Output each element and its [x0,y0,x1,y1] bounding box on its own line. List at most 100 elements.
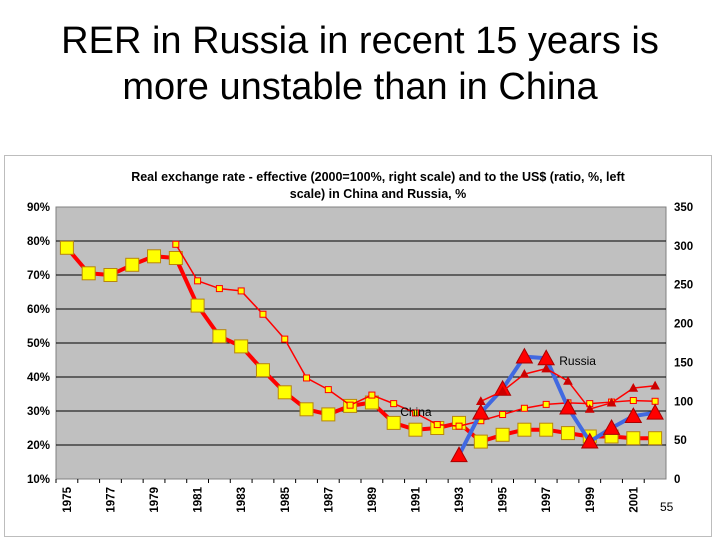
series-layer [59,240,664,463]
right-axis-tick-label: 0 [674,474,680,486]
chart-title-line-1: Real exchange rate - effective (2000=100… [131,170,625,184]
right-axis-tick-label: 250 [674,280,693,292]
data-point [172,240,180,248]
right-axis-tick-label: 200 [674,319,693,331]
x-axis-tick-label: 1987 [323,487,335,513]
annotation-layer: China Russia [400,354,596,419]
data-point [519,369,530,378]
left-axis-tick-label: 80% [27,236,50,248]
data-point [450,446,468,463]
data-point [433,421,441,429]
data-point [497,386,508,395]
x-axis-tick-label: 1975 [62,486,74,512]
data-point [324,386,332,394]
right-axis-ticks: 0 50 100 150 200 250 300 350 [674,202,693,486]
data-point [602,418,621,435]
data-point [650,380,660,390]
left-axis-ticks: 10% 20% 30% 40% 50% 60% 70% 80% 90% [27,202,50,486]
series-line [65,246,656,444]
data-point [495,427,510,442]
data-point [390,400,398,408]
right-axis-tick-label: 100 [674,396,693,408]
left-axis-tick-label: 90% [27,202,50,214]
x-axis-tick-label: 1995 [498,486,510,512]
x-axis-tick-label: 1979 [149,487,161,513]
right-axis-tick-label: 350 [674,202,693,214]
data-point [237,287,245,295]
data-point [103,268,118,282]
data-point [580,432,599,449]
left-axis-tick-label: 30% [27,406,50,418]
data-point [628,383,639,392]
data-point [259,310,267,318]
data-point [651,397,659,405]
annotation-label: China [400,405,432,419]
data-point [147,249,162,264]
left-axis-tick-label: 40% [27,372,50,384]
data-point [559,398,577,415]
series-china [59,240,663,449]
x-axis-tick-label: 1991 [410,486,422,512]
chart-title-line-2: scale) in China and Russia, % [290,187,466,201]
data-point [299,402,314,417]
data-point [215,285,223,293]
slide-title-line-2: more unstable than in China [122,66,598,108]
left-axis-tick-label: 50% [27,338,50,350]
data-point [190,298,205,313]
left-axis-tick-label: 10% [27,474,50,486]
series-russia [450,347,664,463]
data-point [168,251,183,265]
data-point [455,422,463,430]
data-point [81,266,96,281]
x-axis-tick-label: 1989 [367,487,379,513]
data-point [475,396,486,405]
series-unnamed-1 [172,240,659,430]
data-point [281,335,289,343]
data-point [560,426,575,441]
data-point [629,397,637,405]
data-point [473,434,488,449]
data-point [517,422,532,437]
x-axis-ticks: 1975 1977 1979 1981 1983 1985 1987 1989 1991 1993… [55,479,645,513]
data-point [626,431,641,446]
x-axis-tick-label: 1981 [193,486,205,512]
chart-frame: Real exchange rate - effective (2000=100… [4,155,712,537]
data-point [624,407,643,423]
left-axis-tick-label: 70% [27,270,50,282]
series-line [457,354,656,457]
x-axis-tick-label: 1993 [454,487,466,513]
data-point [563,376,573,385]
data-point [194,277,202,285]
data-point [212,329,227,344]
data-point [471,403,490,420]
data-point [125,257,140,272]
data-point [368,391,376,399]
x-axis-tick-label: 2001 [628,486,640,512]
right-axis-tick-label: 150 [674,357,693,369]
annotation-label: Russia [559,354,596,368]
series-unnamed-3 [475,363,660,413]
data-point [648,431,663,446]
data-point [234,339,249,354]
x-axis-tick-label: 1977 [105,487,117,513]
data-point [303,374,311,382]
data-point [584,404,595,413]
right-axis-tick-label: 300 [674,241,693,253]
data-point [499,410,507,418]
x-axis-tick-label: 1983 [236,487,248,513]
data-point [277,385,292,400]
left-axis-tick-label: 20% [27,440,50,452]
x-axis-tick-label: 1997 [541,487,553,513]
data-point [59,240,74,255]
x-axis-tick-label: 1999 [585,487,597,513]
slide-title-line-1: RER in Russia in recent 15 years is [61,20,659,62]
x-axis-tick-label: 1985 [280,486,292,512]
page-number: 55 [660,500,674,514]
data-point [255,363,270,378]
data-point [541,363,552,373]
slide-title: RER in Russia in recent 15 years is more… [0,18,720,110]
right-axis-tick-label: 50 [674,435,687,447]
data-point [386,415,401,430]
exchange-rate-chart: Real exchange rate - effective (2000=100… [27,170,693,513]
data-point [411,409,419,417]
